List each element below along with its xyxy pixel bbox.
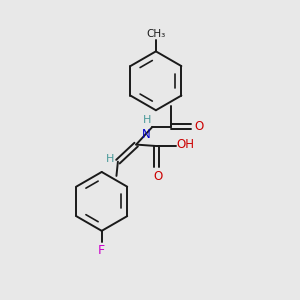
Text: O: O [153,169,163,183]
Text: N: N [142,128,151,140]
Text: H: H [142,115,151,124]
Text: H: H [106,154,114,164]
Text: OH: OH [177,138,195,152]
Text: CH₃: CH₃ [146,29,166,39]
Text: F: F [98,244,105,257]
Text: O: O [194,120,204,134]
